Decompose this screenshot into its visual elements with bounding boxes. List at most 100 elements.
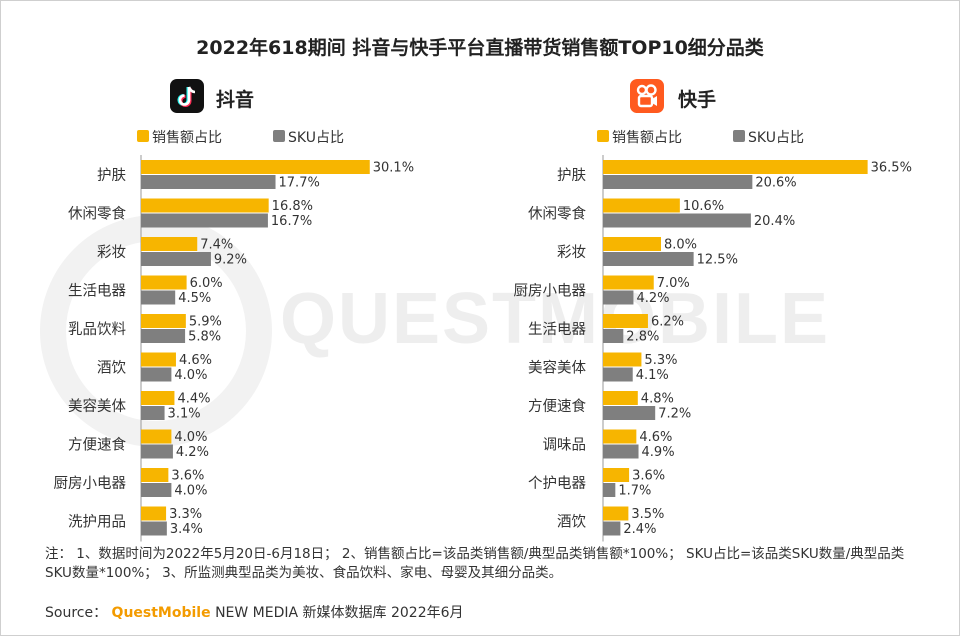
data-label: 4.2%	[176, 445, 209, 460]
data-label: 6.2%	[651, 315, 684, 330]
sku-share-bar	[603, 329, 624, 343]
sku-share-bar	[141, 175, 276, 189]
data-label: 7.0%	[657, 276, 690, 291]
data-label: 2.4%	[623, 522, 656, 537]
sales-share-bar	[603, 506, 629, 521]
category-label: 个护电器	[528, 475, 586, 492]
category-label: 护肤	[97, 167, 126, 184]
sku-share-bar	[603, 290, 634, 305]
data-label: 2.8%	[626, 330, 659, 345]
sales-share-bar	[603, 468, 630, 482]
kuaishou-camera-icon	[630, 79, 664, 113]
category-label: 生活电器	[68, 283, 126, 300]
data-label: 10.6%	[683, 199, 724, 214]
data-label: 16.8%	[272, 199, 313, 214]
legend-label-sales: 销售额占比	[152, 130, 222, 146]
category-label: 厨房小电器	[514, 283, 587, 300]
data-label: 16.7%	[271, 214, 312, 229]
data-label: 8.0%	[664, 238, 697, 253]
category-label: 厨房小电器	[54, 475, 127, 492]
data-label: 20.6%	[755, 176, 796, 191]
data-label: 4.0%	[174, 484, 207, 499]
sales-share-bar	[141, 506, 167, 521]
data-label: 17.7%	[279, 176, 320, 191]
category-label: 方便速食	[528, 398, 586, 415]
legend-label-sku: SKU占比	[748, 130, 804, 146]
source-line: Source： QuestMobile NEW MEDIA 新媒体数据库 202…	[45, 602, 464, 622]
data-label: 3.3%	[169, 507, 202, 522]
category-label: 酒饮	[557, 514, 586, 531]
legend-label-sales: 销售额占比	[612, 130, 682, 146]
legend-label-sku: SKU占比	[288, 130, 344, 146]
category-label: 休闲零食	[528, 206, 586, 223]
data-label: 3.6%	[171, 469, 204, 484]
legend-swatch-sales	[137, 130, 149, 142]
data-label: 4.9%	[642, 445, 675, 460]
category-label: 护肤	[557, 167, 586, 184]
sku-share-bar	[603, 521, 621, 536]
category-label: 生活电器	[528, 321, 586, 338]
sales-share-bar	[603, 314, 648, 328]
data-label: 7.2%	[658, 407, 691, 422]
sales-share-bar	[141, 275, 187, 290]
data-label: 3.6%	[632, 469, 665, 484]
data-label: 4.6%	[179, 353, 212, 368]
tiktok-note-icon	[170, 79, 204, 113]
sku-share-bar	[603, 367, 633, 382]
source-brand: QuestMobile	[111, 605, 211, 621]
sales-share-bar	[603, 275, 654, 290]
sales-share-bar	[141, 160, 370, 174]
category-label: 休闲零食	[68, 206, 126, 223]
sku-share-bar	[603, 483, 616, 497]
category-label: 美容美体	[528, 360, 586, 377]
sales-share-bar	[141, 429, 172, 444]
data-label: 6.0%	[190, 276, 223, 291]
data-label: 3.4%	[170, 522, 203, 537]
sku-share-bar	[141, 521, 167, 536]
data-label: 5.8%	[188, 330, 221, 345]
data-label: 4.2%	[636, 291, 669, 306]
source-label: Source：	[45, 605, 108, 621]
sku-share-bar	[141, 252, 211, 266]
data-label: 3.5%	[631, 507, 664, 522]
sku-share-bar	[141, 213, 268, 228]
footnote: 注： 1、数据时间为2022年5月20日-6月18日； 2、销售额占比=该品类销…	[45, 546, 905, 581]
data-label: 4.0%	[174, 430, 207, 445]
data-label: 4.4%	[177, 392, 210, 407]
sales-share-bar	[603, 198, 680, 213]
sku-share-bar	[141, 367, 172, 382]
data-label: 9.2%	[214, 253, 247, 268]
sales-share-bar	[141, 468, 169, 482]
category-label: 方便速食	[68, 437, 126, 454]
data-label: 12.5%	[697, 253, 738, 268]
data-label: 5.3%	[644, 353, 677, 368]
legend-swatch-sales	[597, 130, 609, 142]
legend-swatch-sku	[733, 130, 745, 142]
data-label: 4.5%	[178, 291, 211, 306]
data-label: 3.1%	[168, 407, 201, 422]
data-label: 5.9%	[189, 315, 222, 330]
sku-share-bar	[603, 252, 694, 266]
sales-share-bar	[603, 160, 868, 174]
sales-share-bar	[141, 198, 269, 213]
sales-share-bar	[141, 391, 175, 405]
sales-share-bar	[141, 352, 176, 367]
category-label: 酒饮	[97, 360, 126, 377]
sku-share-bar	[603, 213, 751, 228]
data-label: 20.4%	[754, 214, 795, 229]
category-label: 调味品	[543, 437, 587, 454]
sku-share-bar	[603, 406, 656, 420]
data-label: 1.7%	[618, 484, 651, 499]
sku-share-bar	[141, 290, 176, 305]
source-detail: NEW MEDIA 新媒体数据库 2022年6月	[215, 605, 464, 621]
sku-share-bar	[141, 444, 173, 459]
category-label: 洗护用品	[68, 514, 126, 531]
data-label: 4.6%	[639, 430, 672, 445]
chart-title: 2022年618期间 抖音与快手平台直播带货销售额TOP10细分品类	[196, 37, 764, 59]
data-label: 36.5%	[871, 161, 912, 176]
sku-share-bar	[141, 483, 172, 497]
sales-share-bar	[603, 237, 661, 251]
sku-share-bar	[603, 444, 639, 459]
category-label: 美容美体	[68, 398, 126, 415]
